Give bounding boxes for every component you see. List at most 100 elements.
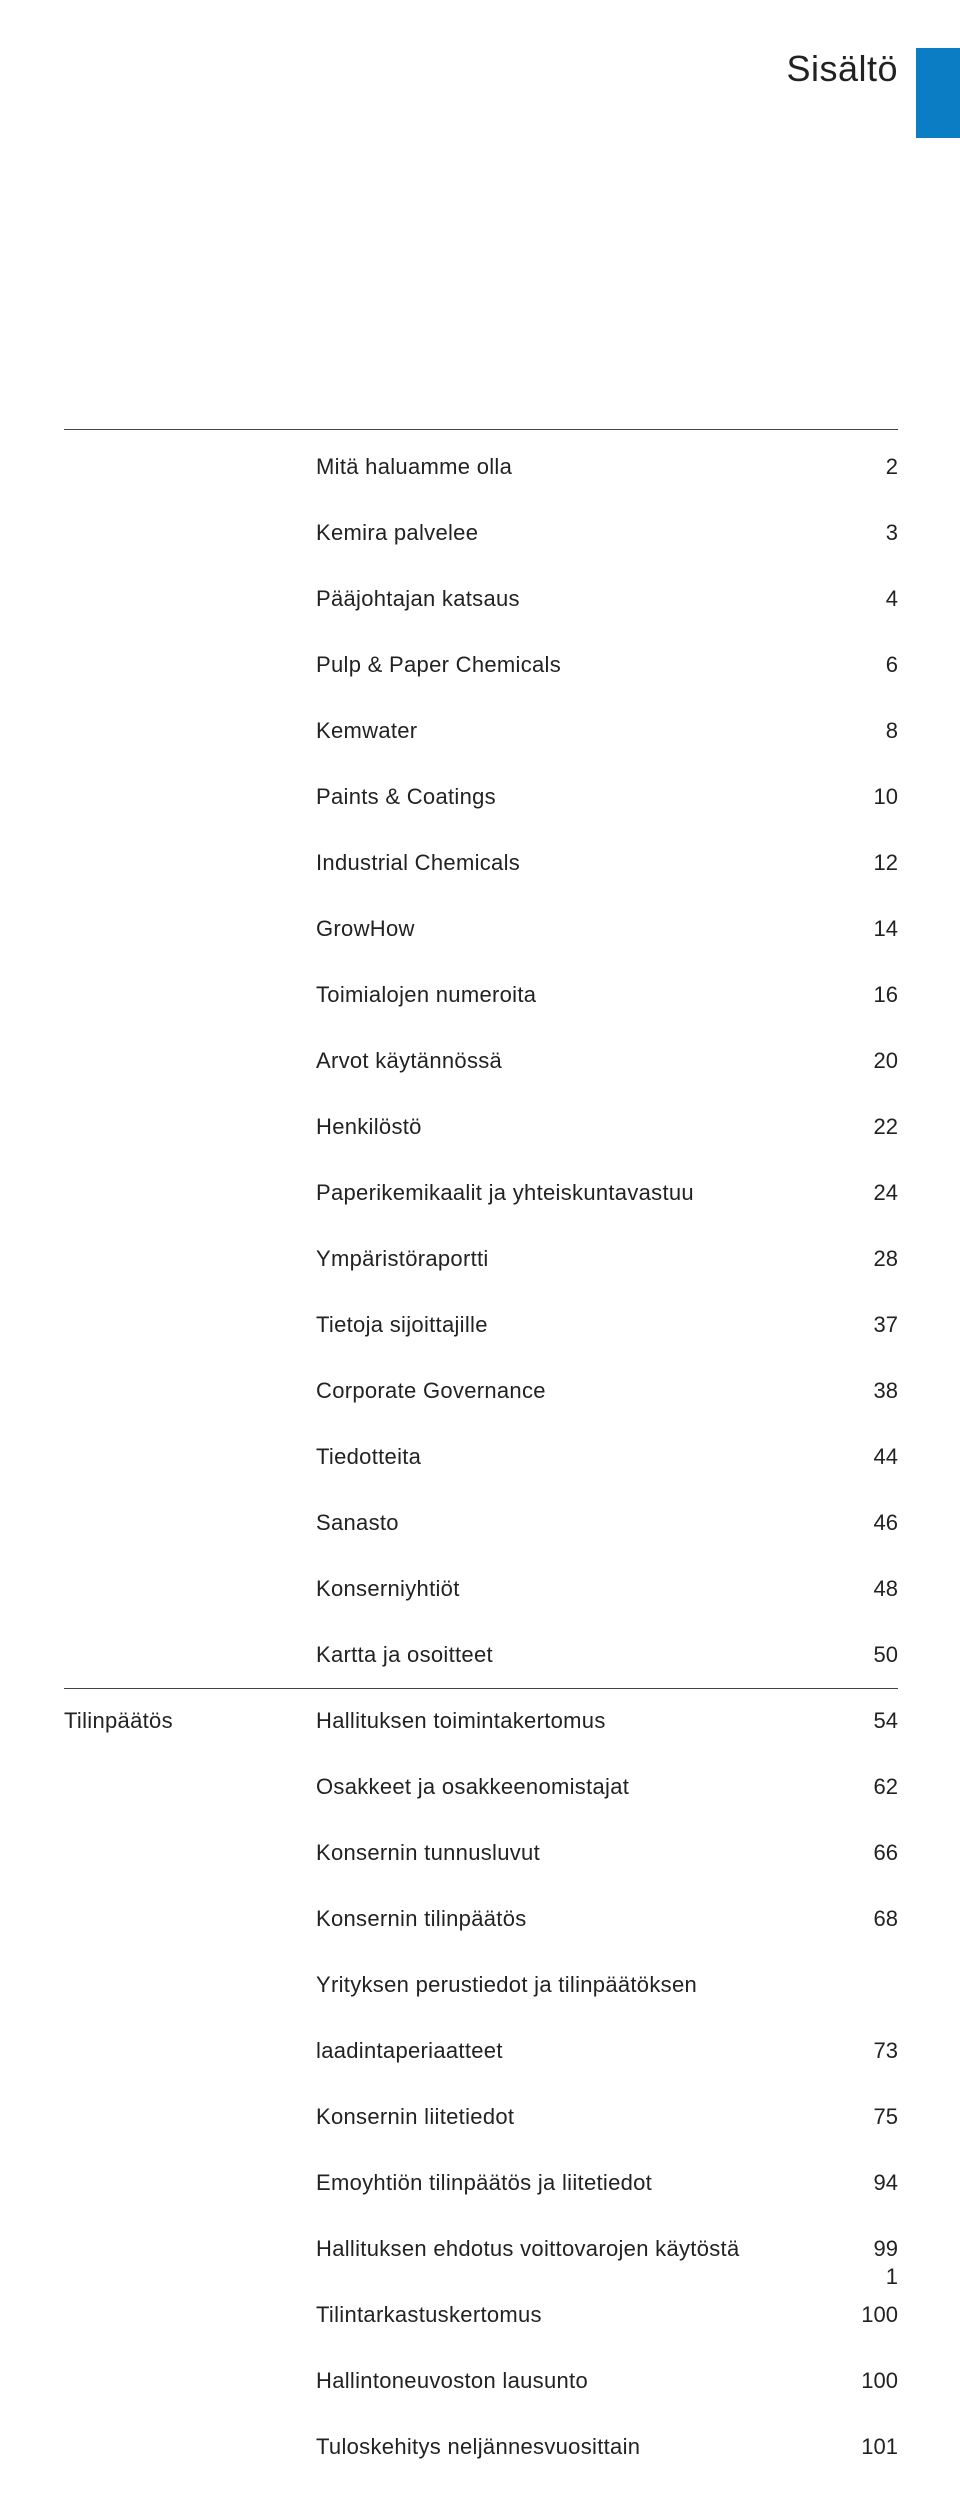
toc-label: Paperikemikaalit ja yhteiskuntavastuu	[316, 1180, 694, 1206]
toc-row: Kemwater 8	[316, 718, 898, 784]
toc-page: 66	[838, 1840, 898, 1866]
toc-row: Arvot käytännössä 20	[316, 1048, 898, 1114]
toc-row: Pääjohtajan katsaus 4	[316, 586, 898, 652]
toc-page: 73	[838, 2038, 898, 2064]
toc-page: 22	[838, 1114, 898, 1140]
toc-label: Hallituksen ehdotus voittovarojen käytös…	[316, 2236, 740, 2262]
section-marker: Tilinpäätös	[64, 1708, 173, 1734]
toc-row: GrowHow 14	[316, 916, 898, 982]
toc-row: Tuloskehitys neljännesvuosittain 101	[316, 2434, 898, 2500]
toc-row: Paints & Coatings 10	[316, 784, 898, 850]
toc-row: Konsernin tilinpäätös 68	[316, 1906, 898, 1972]
toc-label: Ympäristöraportti	[316, 1246, 489, 1272]
toc-row: Pulp & Paper Chemicals 6	[316, 652, 898, 718]
toc-label: laadintaperiaatteet	[316, 2038, 503, 2064]
toc-page: 94	[838, 2170, 898, 2196]
toc-label: Tuloskehitys neljännesvuosittain	[316, 2434, 640, 2460]
toc-row: Toimialojen numeroita 16	[316, 982, 898, 1048]
toc-row: Tietoja sijoittajille 37	[316, 1312, 898, 1378]
toc-row: Hallituksen ehdotus voittovarojen käytös…	[316, 2236, 898, 2302]
page-number: 1	[886, 2264, 898, 2290]
toc-page: 10	[838, 784, 898, 810]
toc-label: Tietoja sijoittajille	[316, 1312, 488, 1338]
toc-row: Emoyhtiön tilinpäätös ja liitetiedot 94	[316, 2170, 898, 2236]
toc-row: Osakkeet ja osakkeenomistajat 62	[316, 1774, 898, 1840]
toc-label: Corporate Governance	[316, 1378, 546, 1404]
toc-list: Mitä haluamme olla 2 Kemira palvelee 3 Pääjo…	[316, 430, 898, 2500]
toc-label: GrowHow	[316, 916, 415, 942]
toc-row: Konsernin liitetiedot 75	[316, 2104, 898, 2170]
toc-label: Konsernin liitetiedot	[316, 2104, 514, 2130]
toc: Mitä haluamme olla 2 Kemira palvelee 3 Pääjo…	[316, 430, 898, 2500]
top-rule	[64, 429, 898, 430]
toc-label: Tiedotteita	[316, 1444, 421, 1470]
toc-page: 16	[838, 982, 898, 1008]
toc-label: Konserniyhtiöt	[316, 1576, 460, 1602]
toc-row: Corporate Governance 38	[316, 1378, 898, 1444]
toc-row: Industrial Chemicals 12	[316, 850, 898, 916]
toc-row: Kemira palvelee 3	[316, 520, 898, 586]
toc-label: Osakkeet ja osakkeenomistajat	[316, 1774, 629, 1800]
toc-page: 2	[838, 454, 898, 480]
toc-page: 48	[838, 1576, 898, 1602]
toc-row: Ympäristöraportti 28	[316, 1246, 898, 1312]
header: Sisältö	[786, 48, 898, 90]
toc-label: Kemwater	[316, 718, 417, 744]
toc-label: Mitä haluamme olla	[316, 454, 512, 480]
toc-page: 54	[838, 1708, 898, 1734]
toc-label: Tilintarkastuskertomus	[316, 2302, 542, 2328]
toc-label: Paints & Coatings	[316, 784, 496, 810]
section-rule	[64, 1688, 898, 1689]
toc-page: 6	[838, 652, 898, 678]
toc-label: Yrityksen perustiedot ja tilinpäätöksen	[316, 1972, 697, 1998]
toc-row: Konserniyhtiöt 48	[316, 1576, 898, 1642]
toc-page: 44	[838, 1444, 898, 1470]
toc-page: 20	[838, 1048, 898, 1074]
toc-page: 46	[838, 1510, 898, 1536]
toc-page: 100	[838, 2302, 898, 2328]
toc-row: Kartta ja osoitteet 50	[316, 1642, 898, 1708]
toc-label: Arvot käytännössä	[316, 1048, 502, 1074]
toc-label: Hallintoneuvoston lausunto	[316, 2368, 588, 2394]
toc-page: 8	[838, 718, 898, 744]
toc-label: Industrial Chemicals	[316, 850, 520, 876]
toc-label: Konsernin tunnusluvut	[316, 1840, 540, 1866]
toc-row: Sanasto 46	[316, 1510, 898, 1576]
toc-page: 37	[838, 1312, 898, 1338]
toc-page: 14	[838, 916, 898, 942]
toc-page: 100	[838, 2368, 898, 2394]
toc-row: Hallintoneuvoston lausunto 100	[316, 2368, 898, 2434]
toc-label: Kemira palvelee	[316, 520, 478, 546]
toc-page: 24	[838, 1180, 898, 1206]
toc-label: Kartta ja osoitteet	[316, 1642, 493, 1668]
toc-label: Sanasto	[316, 1510, 399, 1536]
toc-page: 28	[838, 1246, 898, 1272]
toc-label: Toimialojen numeroita	[316, 982, 536, 1008]
toc-page: 3	[838, 520, 898, 546]
toc-row: Tiedotteita 44	[316, 1444, 898, 1510]
toc-label: Pääjohtajan katsaus	[316, 586, 520, 612]
toc-row: Paperikemikaalit ja yhteiskuntavastuu 24	[316, 1180, 898, 1246]
toc-label: Konsernin tilinpäätös	[316, 1906, 527, 1932]
toc-page: 99	[838, 2236, 898, 2262]
toc-row: Tilintarkastuskertomus 100	[316, 2302, 898, 2368]
toc-page: 68	[838, 1906, 898, 1932]
toc-page: 38	[838, 1378, 898, 1404]
toc-page: 75	[838, 2104, 898, 2130]
toc-page: 4	[838, 586, 898, 612]
toc-page: 12	[838, 850, 898, 876]
toc-row: Yrityksen perustiedot ja tilinpäätöksen	[316, 1972, 898, 2038]
toc-row: TilinpäätösHallituksen toimintakertomus5…	[316, 1708, 898, 1774]
toc-row: laadintaperiaatteet 73	[316, 2038, 898, 2104]
toc-page: 62	[838, 1774, 898, 1800]
toc-label: Pulp & Paper Chemicals	[316, 652, 561, 678]
toc-row: Henkilöstö 22	[316, 1114, 898, 1180]
toc-page: 50	[838, 1642, 898, 1668]
toc-row: Konsernin tunnusluvut 66	[316, 1840, 898, 1906]
toc-page: 101	[838, 2434, 898, 2460]
toc-row: Mitä haluamme olla 2	[316, 430, 898, 520]
toc-label: Henkilöstö	[316, 1114, 422, 1140]
accent-bar	[916, 48, 960, 138]
toc-label: Emoyhtiön tilinpäätös ja liitetiedot	[316, 2170, 652, 2196]
toc-label: Hallituksen toimintakertomus	[316, 1708, 606, 1734]
